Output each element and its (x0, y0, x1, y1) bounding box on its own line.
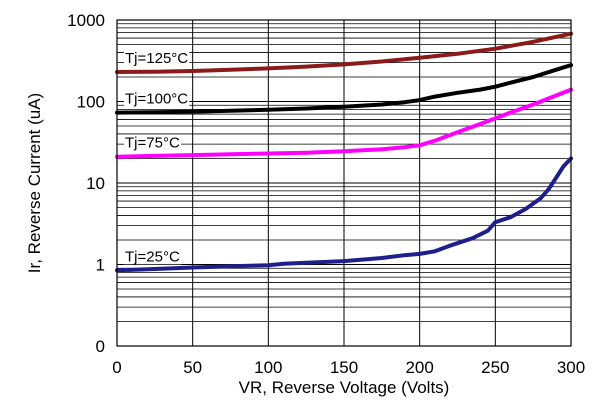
x-tick-label: 300 (557, 358, 585, 377)
y-tick-label: 1 (96, 256, 105, 275)
series-label: Tj=75°C (125, 135, 180, 152)
series-lines (115, 31, 573, 273)
y-tick-label: 10 (86, 174, 105, 193)
y-tick-label: 0 (96, 337, 105, 356)
y-axis-title: Ir, Reverse Current (uA) (25, 93, 44, 273)
x-tick-label: 150 (330, 358, 358, 377)
series-line-tj-125-c (115, 31, 573, 74)
x-tick-label: 250 (481, 358, 509, 377)
series-label: Tj=25°C (125, 248, 180, 265)
plot-frame (116, 19, 572, 347)
series-label-background (124, 91, 190, 107)
y-tick-label: 1000 (67, 11, 105, 30)
series-label-background (124, 135, 181, 151)
x-tick-label: 0 (112, 358, 121, 377)
gridlines (116, 20, 572, 346)
y-tick-label: 100 (77, 93, 105, 112)
x-axis-title: VR, Reverse Voltage (Volts) (239, 378, 450, 397)
series-label: Tj=100°C (125, 91, 188, 108)
x-tick-label: 100 (254, 358, 282, 377)
series-label-background (124, 51, 190, 67)
series-line-tj-75-c (115, 87, 573, 159)
series-label: Tj=125°C (125, 50, 188, 67)
x-tick-label: 50 (183, 358, 202, 377)
x-tick-label: 200 (405, 358, 433, 377)
y-tick-labels: 0 1 10 100 1000 (67, 11, 105, 356)
series-label-background (124, 249, 181, 265)
series-line-tj-25-c (115, 156, 573, 273)
series-line-tj-100-c (115, 63, 573, 115)
x-tick-labels: 0 50 100 150 200 250 300 (112, 358, 585, 377)
series-labels: Tj=125°C Tj=100°C Tj=75°C Tj=25°C (124, 50, 190, 265)
